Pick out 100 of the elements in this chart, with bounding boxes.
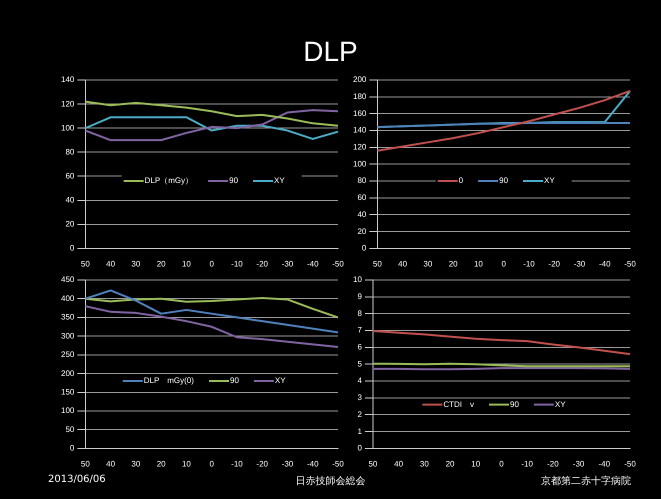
legend-label: 90 <box>499 176 509 186</box>
y-tick-label: 120 <box>352 142 367 152</box>
x-tick-label: 50 <box>372 259 382 268</box>
legend-label: 90 <box>230 376 240 386</box>
y-tick-label: 300 <box>60 331 75 340</box>
x-tick-label: 40 <box>106 459 116 468</box>
y-tick-label: 100 <box>352 159 367 168</box>
y-tick-label: 100 <box>60 123 75 132</box>
y-tick-label: 10 <box>352 275 362 284</box>
legend-label: 90 <box>510 400 520 409</box>
y-tick-label: 5 <box>357 359 362 368</box>
y-tick-label: 2 <box>357 410 362 419</box>
x-tick-label: -10 <box>523 259 536 268</box>
x-tick-label: 0 <box>501 259 506 268</box>
legend-label: XY <box>554 400 566 409</box>
y-tick-label: 3 <box>357 393 362 402</box>
y-tick-label: 180 <box>352 92 367 102</box>
y-tick-label: 80 <box>357 176 367 186</box>
x-tick-label: -40 <box>598 259 612 268</box>
x-tick-label: 0 <box>499 459 504 468</box>
y-tick-label: 350 <box>60 312 75 322</box>
y-tick-label: 0 <box>70 244 75 253</box>
x-tick-label: 20 <box>448 259 458 268</box>
y-tick-label: 140 <box>352 126 367 135</box>
x-tick-label: 10 <box>182 259 192 268</box>
y-tick-label: 0 <box>357 444 362 453</box>
y-tick-label: 100 <box>60 406 75 416</box>
x-tick-label: 0 <box>209 459 214 468</box>
x-tick-label: -20 <box>256 259 269 268</box>
y-tick-label: 6 <box>357 342 362 352</box>
y-tick-label: 20 <box>65 220 75 229</box>
x-tick-label: 30 <box>420 459 430 468</box>
x-tick-label: 10 <box>182 459 192 468</box>
y-tick-label: 250 <box>60 350 75 360</box>
x-tick-label: -10 <box>231 459 244 468</box>
legend-label: DLP mGy(0) <box>144 376 194 386</box>
x-tick-label: -40 <box>306 459 320 468</box>
y-tick-label: 1 <box>357 426 362 436</box>
x-tick-label: -10 <box>521 459 534 468</box>
y-tick-label: 150 <box>60 387 75 396</box>
x-tick-label: 30 <box>423 259 433 268</box>
x-tick-label: 20 <box>446 459 456 468</box>
y-tick-label: 200 <box>352 75 367 84</box>
y-tick-label: 160 <box>352 108 367 118</box>
x-tick-label: 40 <box>394 459 404 468</box>
y-tick-label: 450 <box>60 275 75 284</box>
legend-label: 90 <box>229 176 239 186</box>
x-tick-label: -20 <box>547 459 560 468</box>
x-tick-label: 20 <box>156 259 166 268</box>
x-tick-label: -10 <box>231 259 244 268</box>
y-tick-label: 40 <box>357 210 367 219</box>
y-tick-label: 60 <box>357 193 367 202</box>
y-tick-label: 50 <box>65 424 75 434</box>
legend-label: DLP（mGy） <box>144 176 194 186</box>
x-tick-label: 50 <box>368 459 378 468</box>
y-tick-label: 0 <box>362 244 367 253</box>
legend-label: XY <box>544 176 556 186</box>
x-tick-label: 0 <box>209 259 214 268</box>
x-tick-label: -50 <box>332 259 344 268</box>
text: 2013/06/06 <box>48 474 106 485</box>
x-tick-label: 20 <box>156 459 166 468</box>
y-tick-label: 80 <box>65 147 75 156</box>
x-tick-label: 30 <box>131 259 141 268</box>
y-tick-label: 40 <box>65 195 75 204</box>
legend-label: CTDI v <box>443 400 474 409</box>
x-tick-label: 50 <box>80 259 90 268</box>
x-tick-label: -50 <box>624 459 636 468</box>
x-tick-label: 50 <box>80 459 90 468</box>
x-tick-label: -20 <box>256 459 269 468</box>
x-tick-label: -30 <box>572 459 585 468</box>
y-tick-label: 7 <box>357 326 362 335</box>
x-tick-label: -40 <box>598 459 611 468</box>
x-tick-label: 10 <box>471 459 481 468</box>
x-tick-label: -20 <box>548 259 561 268</box>
x-tick-label: 10 <box>474 259 484 268</box>
y-tick-label: 120 <box>60 99 75 108</box>
legend-label: XY <box>274 176 286 186</box>
y-tick-label: 200 <box>60 368 75 378</box>
x-tick-label: -30 <box>574 259 586 268</box>
y-tick-label: 0 <box>70 444 75 453</box>
legend-label: 0 <box>458 176 464 186</box>
y-tick-label: 400 <box>60 294 75 303</box>
legend-label: XY <box>274 376 286 386</box>
x-tick-label: -40 <box>306 259 320 268</box>
text: 京都第二赤十字病院 <box>541 474 631 488</box>
x-tick-label: -50 <box>332 459 344 468</box>
y-tick-label: 20 <box>357 226 367 236</box>
text: 日赤技師会総会 <box>296 476 366 487</box>
x-tick-label: -30 <box>282 259 294 268</box>
y-tick-label: 9 <box>357 292 362 302</box>
x-tick-label: 30 <box>131 459 141 468</box>
x-tick-label: -30 <box>282 459 294 468</box>
y-tick-label: 8 <box>357 308 362 318</box>
y-tick-label: 4 <box>357 376 362 386</box>
x-tick-label: 40 <box>106 259 116 268</box>
y-tick-label: 60 <box>65 171 75 180</box>
x-tick-label: 40 <box>398 259 408 268</box>
x-tick-label: -50 <box>624 259 636 268</box>
y-tick-label: 140 <box>60 75 75 84</box>
chart-title: DLP <box>302 36 359 68</box>
